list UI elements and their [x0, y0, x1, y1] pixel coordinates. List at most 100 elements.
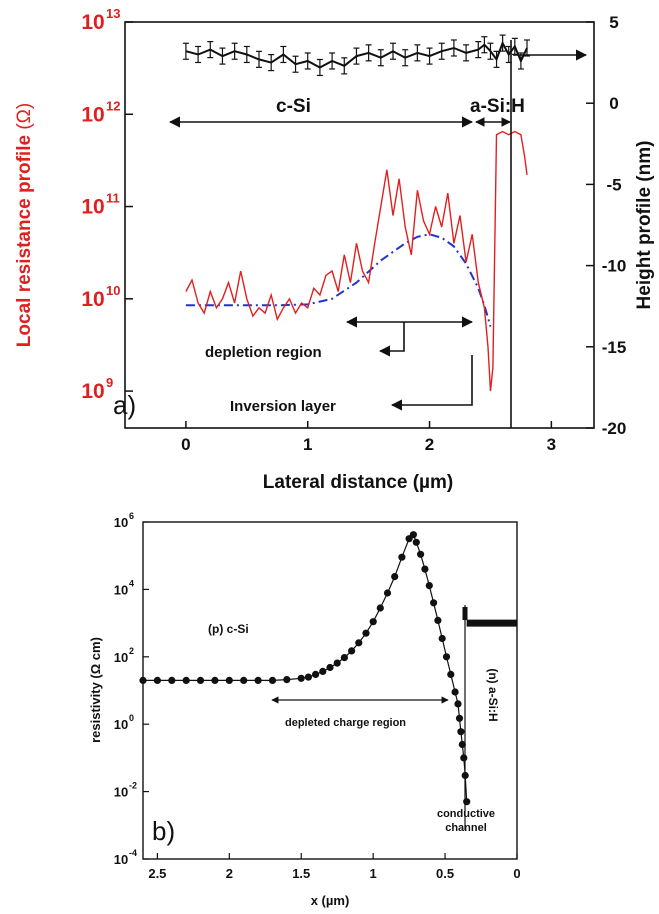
- panel-b-data-point: [225, 676, 233, 685]
- panel-b-data-point: [417, 550, 425, 558]
- panel-b-y-tick-label: 10: [114, 515, 128, 530]
- panel-b-data-point: [319, 667, 327, 676]
- panel-a-panel-label: a): [113, 390, 136, 420]
- panel-a-left-tick-label: 10: [81, 103, 104, 126]
- panel-a-resistance-line: [185, 130, 528, 392]
- panel-a-left-tick-label: 10: [81, 196, 104, 219]
- panel-a-left-tick-label: 10: [81, 288, 104, 311]
- panel-b-data-point: [438, 634, 446, 643]
- panel-b-data-point: [398, 553, 406, 561]
- panel-a-plot-frame: [124, 21, 595, 429]
- panel-a-left-tick-exponent: 13: [106, 6, 120, 21]
- panel-a-inversion-pointer: [390, 355, 473, 411]
- panel-b-y-tick-exponent: 4: [129, 578, 134, 588]
- panel-b-data-point: [283, 676, 291, 684]
- panel-b-data-point: [312, 670, 320, 679]
- panel-b-y-tick-exponent: 2: [129, 646, 134, 656]
- panel-b-x-axis-label: x (µm): [311, 893, 350, 908]
- panel-a-left-axis-label-unit: (Ω): [14, 103, 35, 130]
- panel-b-data-point: [168, 676, 176, 685]
- panel-b-data-point: [454, 700, 462, 708]
- panel-b-x-ticks: 2.5 2 1.5 1 0.5 0: [148, 853, 521, 881]
- panel-a-left-tick-label: 10: [81, 380, 104, 403]
- panel-a-fit-curve: [185, 233, 492, 327]
- panel-a-left-tick-exponent: 10: [106, 283, 120, 298]
- panel-b-x-tick-label: 1: [370, 866, 377, 881]
- panel-b-asi-label: (n) a-Si:H: [486, 668, 500, 721]
- panel-b-data-point: [425, 582, 433, 590]
- panel-b-data-point: [362, 629, 370, 637]
- panel-b-y-tick-label: 10: [114, 582, 128, 597]
- panel-a-right-tick-label: -20: [602, 419, 627, 438]
- panel-a-x-tick-label: 2: [425, 435, 434, 454]
- panel-a-right-ticks: 5 0 -5 -10 -15 -20: [586, 13, 626, 438]
- panel-b-resistivity-line: [143, 533, 468, 802]
- panel-b-y-tick-label: 10: [114, 852, 128, 867]
- panel-a-left-tick-exponent: 12: [106, 98, 120, 113]
- panel-b-data-point: [254, 676, 262, 685]
- panel-b-x-tick-label: 1.5: [292, 866, 310, 881]
- panel-a-height-series: [182, 34, 530, 77]
- panel-b-data-point: [447, 670, 455, 679]
- panel-b-data-point: [442, 653, 451, 661]
- panel-b-markers: [139, 531, 471, 806]
- panel-a-left-tick-label: 10: [81, 11, 104, 34]
- panel-b-data-point: [430, 599, 438, 607]
- panel-a-left-tick-exponent: 9: [106, 375, 113, 390]
- panel-b-x-tick-label: 2: [226, 866, 233, 881]
- panel-b-x-tick-label: 2.5: [148, 866, 166, 881]
- panel-b-data-point: [460, 754, 468, 762]
- panel-b-data-point: [211, 676, 219, 685]
- panel-b-y-tick-label: 10: [114, 717, 128, 732]
- panel-a-right-tick-label: 5: [609, 13, 618, 32]
- panel-b-y-tick-exponent: 0: [129, 713, 134, 723]
- panel-b-depleted-label: depleted charge region: [285, 717, 406, 729]
- panel-b-channel-label-line-1: conductive: [437, 808, 495, 820]
- panel-b-plot-frame: [142, 521, 518, 860]
- panel-a-right-axis-label: Height profile (nm): [634, 141, 655, 310]
- panel-a-inversion-label: Inversion layer: [230, 398, 336, 415]
- panel-b-data-point: [421, 565, 429, 573]
- panel-b-y-tick-label: 10: [114, 785, 128, 800]
- panel-b-data-point: [457, 728, 465, 736]
- panel-b-data-point: [376, 604, 384, 612]
- panel-a-left-tick-exponent: 11: [106, 191, 120, 206]
- panel-b-data-point: [383, 589, 392, 597]
- panel-b-data-point: [333, 659, 341, 667]
- panel-b-channel-label: conductive channel: [437, 808, 495, 834]
- panel-a-right-tick-label: -10: [602, 257, 627, 276]
- panel-a-left-axis-label: Local resistance profile (Ω): [14, 103, 35, 347]
- panel-b-y-axis-label: resistivity (Ω cm): [88, 637, 103, 743]
- panel-a-csi-label: c-Si: [276, 96, 311, 117]
- panel-a-right-tick-label: -15: [602, 338, 627, 357]
- panel-a-x-ticks: 0 1 2 3: [181, 421, 556, 454]
- panel-b-panel-label: b): [152, 816, 175, 846]
- panel-b-data-point: [458, 740, 466, 749]
- panel-b-y-tick-exponent: 6: [129, 511, 134, 521]
- panel-b-x-tick-label: 0: [513, 866, 520, 881]
- panel-a-x-axis-label: Lateral distance (µm): [263, 472, 453, 493]
- panel-a-depletion-pointer: [378, 322, 405, 357]
- panel-b-y-tick-label: 10: [114, 650, 128, 665]
- panel-b-data-point: [240, 676, 248, 685]
- panel-b-data-point: [304, 673, 312, 681]
- panel-b-data-point: [369, 618, 377, 626]
- panel-b-csi-label: (p) c-Si: [208, 622, 249, 636]
- panel-b-x-tick-label: 0.5: [436, 866, 454, 881]
- panel-b-data-point: [348, 647, 356, 655]
- panel-b-data-point: [391, 573, 399, 581]
- panel-b-data-point: [340, 654, 348, 662]
- panel-a-asi-label: a-Si:H: [470, 96, 525, 117]
- panel-b-data-point: [455, 714, 464, 722]
- panel-b-y-tick-exponent: -2: [129, 781, 137, 791]
- panel-a-x-tick-label: 0: [181, 435, 190, 454]
- panel-b-data-point: [326, 663, 334, 672]
- panel-b-data-point: [355, 639, 363, 647]
- panel-a-right-tick-label: 0: [609, 94, 618, 113]
- panel-b-data-point: [412, 538, 420, 546]
